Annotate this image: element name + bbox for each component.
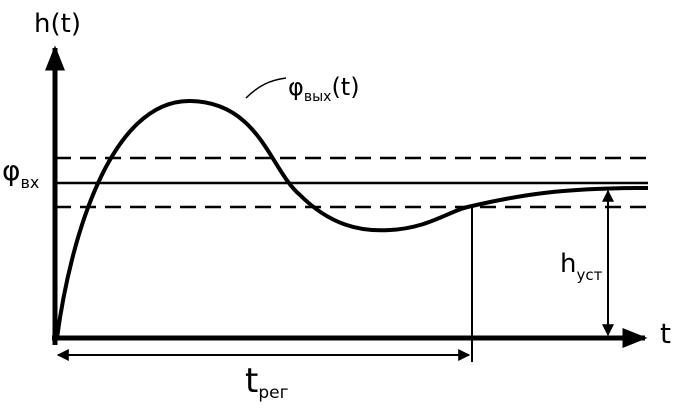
label-leader bbox=[245, 77, 287, 99]
steady-label: hуст bbox=[560, 249, 603, 284]
output-label: φвых(t) bbox=[288, 73, 360, 105]
symbol: φ bbox=[288, 73, 304, 101]
subscript: уст bbox=[576, 266, 602, 284]
suffix: (t) bbox=[331, 73, 359, 101]
response-curve bbox=[55, 98, 649, 339]
y-axis-label: h(t) bbox=[34, 9, 81, 39]
x-axis-label: t bbox=[660, 317, 671, 350]
subscript: рег bbox=[258, 383, 288, 403]
subscript: вых bbox=[304, 89, 332, 105]
input-label: φвх bbox=[2, 154, 39, 192]
symbol: φ bbox=[2, 154, 20, 187]
settling-label: tрег bbox=[245, 361, 289, 403]
subscript: вх bbox=[20, 173, 39, 192]
symbol: t bbox=[245, 361, 258, 401]
symbol: h bbox=[560, 249, 576, 279]
